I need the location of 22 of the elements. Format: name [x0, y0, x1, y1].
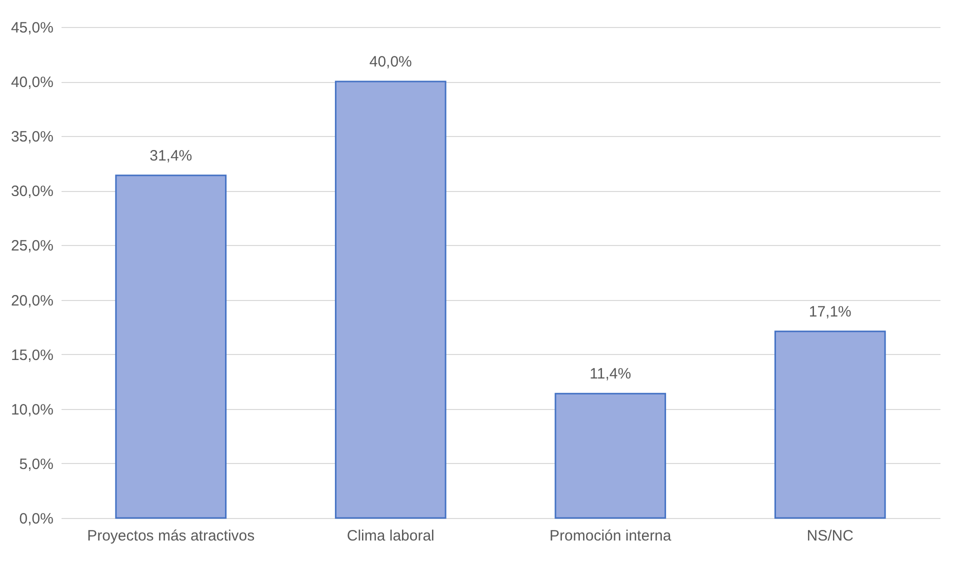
x-tick-label: Clima laboral [346, 528, 434, 544]
y-tick-label: 25,0% [10, 238, 54, 255]
y-tick-label: 45,0% [10, 20, 54, 36]
x-tick-label: NS/NC [806, 528, 854, 544]
y-tick-label: 10,0% [10, 401, 54, 418]
data-label: 31,4% [150, 147, 192, 164]
y-tick-label: 40,0% [10, 74, 54, 92]
bar [115, 174, 227, 519]
bar [774, 330, 886, 519]
y-tick-label: 30,0% [10, 183, 54, 200]
x-tick-label: Promoción interna [550, 528, 672, 544]
bar [554, 392, 666, 519]
y-tick-label: 20,0% [10, 292, 54, 310]
y-tick-label: 15,0% [10, 346, 54, 364]
data-label: 11,4% [590, 366, 632, 383]
y-tick-label: 35,0% [10, 128, 54, 146]
bar [334, 80, 446, 519]
y-tick-label: 5,0% [19, 456, 54, 473]
y-tick-label: 0,0% [19, 510, 54, 528]
data-label: 40,0% [369, 54, 412, 71]
data-label: 17,1% [808, 303, 852, 320]
x-tick-label: Proyectos más atractivos [87, 528, 255, 544]
